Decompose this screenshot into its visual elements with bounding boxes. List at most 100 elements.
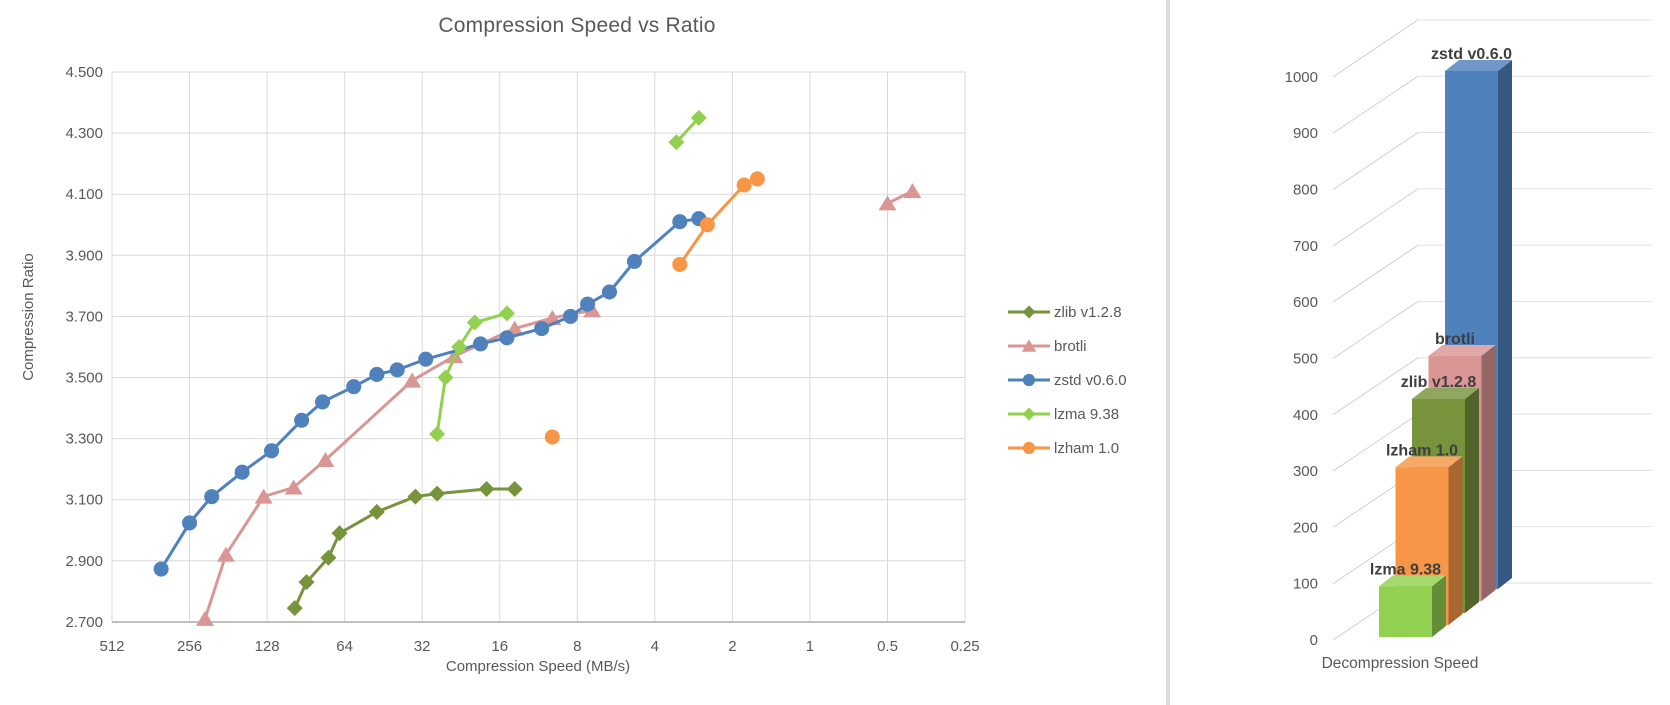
data-point-marker bbox=[878, 195, 897, 211]
bar-series-label: brotli bbox=[1435, 331, 1475, 348]
data-point-marker bbox=[254, 488, 273, 504]
compression-speed-vs-ratio-chart[interactable]: 512 256 128 64 32 16 8 4 2 1 0.5 0.25 4.500 4.300 4.10… bbox=[0, 0, 1175, 705]
data-point-marker bbox=[389, 362, 405, 378]
data-point-marker bbox=[499, 330, 515, 346]
bar-y-tick-label: 1000 bbox=[1285, 69, 1318, 86]
chart-pane-divider bbox=[1166, 0, 1170, 705]
data-point-marker bbox=[903, 183, 922, 199]
legend-marker-triangle bbox=[1021, 339, 1037, 352]
legend-label: zstd v0.6.0 bbox=[1054, 372, 1127, 389]
y-tick-labels: 4.500 4.300 4.100 3.900 3.700 3.500 3.300 3.100… bbox=[65, 64, 103, 631]
bar-side-face bbox=[1448, 456, 1463, 625]
legend-item-zlib-v1-2-8[interactable]: zlib v1.2.8 bbox=[1008, 304, 1122, 321]
legend-label: brotli bbox=[1054, 338, 1087, 355]
data-point-marker bbox=[498, 305, 515, 322]
data-point-marker bbox=[418, 351, 434, 367]
legend-label: zlib v1.2.8 bbox=[1054, 304, 1122, 321]
legend-label: lzham 1.0 bbox=[1054, 440, 1119, 457]
series-line bbox=[203, 308, 594, 621]
bar-top-face bbox=[1428, 345, 1496, 357]
bar-top-face bbox=[1395, 456, 1463, 468]
data-point-marker bbox=[216, 546, 235, 562]
x-tick-label: 32 bbox=[414, 638, 431, 655]
chart-legend: zlib v1.2.8 brotli zstd v0.6.0 lzma 9.38 lzh… bbox=[1008, 304, 1127, 457]
bar-y-tick-label: 300 bbox=[1293, 463, 1318, 480]
bar-top-face bbox=[1445, 59, 1512, 71]
bar-front-face bbox=[1379, 586, 1432, 637]
bar-y-tick-label: 900 bbox=[1293, 125, 1318, 142]
bar-series-label: lzma 9.38 bbox=[1370, 561, 1441, 578]
data-point-marker bbox=[368, 503, 385, 520]
bar-lzma-9-38: lzma 9.38 bbox=[1370, 561, 1446, 637]
x-tick-labels: 512 256 128 64 32 16 8 4 2 1 0.5 0.25 bbox=[99, 638, 979, 655]
data-point-marker bbox=[506, 481, 523, 498]
legend-marker-circle bbox=[1022, 441, 1036, 455]
bar-side-face bbox=[1481, 345, 1496, 601]
depth-gridline bbox=[1332, 132, 1419, 190]
bar-y-tick-label: 400 bbox=[1293, 407, 1318, 424]
bar-series-label: lzham 1.0 bbox=[1386, 442, 1458, 459]
data-point-marker bbox=[580, 296, 596, 312]
data-point-marker bbox=[403, 372, 422, 388]
x-tick-label: 8 bbox=[573, 638, 581, 655]
x-tick-label: 0.25 bbox=[950, 638, 979, 655]
data-point-marker bbox=[736, 177, 752, 193]
y-tick-label: 3.100 bbox=[65, 492, 103, 509]
depth-gridline bbox=[1332, 357, 1419, 416]
bar-y-tick-label: 600 bbox=[1293, 294, 1318, 311]
x-tick-label: 0.5 bbox=[877, 638, 898, 655]
data-point-marker bbox=[331, 525, 348, 542]
x-tick-label: 256 bbox=[177, 638, 202, 655]
data-point-marker bbox=[672, 256, 688, 272]
depth-gridline bbox=[1332, 75, 1419, 134]
decompression-speed-bar-chart[interactable]: 0 100 200 300 400 500 600 700 800 900 1000 zstd v0.… bbox=[1175, 0, 1670, 705]
bar-top-face bbox=[1412, 388, 1479, 400]
bar-side-face bbox=[1432, 575, 1446, 637]
bar-y-tick-label: 0 bbox=[1310, 632, 1318, 649]
data-point-marker bbox=[478, 481, 495, 498]
y-tick-label: 2.700 bbox=[65, 614, 103, 631]
series-lzma-9-38 bbox=[429, 109, 707, 443]
legend-marker-diamond bbox=[1022, 305, 1036, 319]
y-tick-label: 2.900 bbox=[65, 553, 103, 570]
x-tick-label: 4 bbox=[651, 638, 659, 655]
data-point-marker bbox=[699, 217, 715, 233]
data-point-marker bbox=[690, 109, 707, 126]
data-point-marker bbox=[601, 284, 618, 300]
data-point-marker bbox=[346, 379, 362, 395]
depth-gridline bbox=[1332, 244, 1419, 303]
legend-item-lzham-1-0[interactable]: lzham 1.0 bbox=[1008, 440, 1119, 457]
legend-item-zstd-v0-6-0[interactable]: zstd v0.6.0 bbox=[1008, 372, 1127, 389]
data-point-marker bbox=[672, 214, 688, 230]
data-point-marker bbox=[153, 561, 169, 577]
x-tick-label: 16 bbox=[491, 638, 508, 655]
bar-series-label: zstd v0.6.0 bbox=[1431, 46, 1512, 63]
data-point-marker bbox=[298, 574, 315, 591]
data-point-marker bbox=[294, 412, 310, 428]
data-point-marker bbox=[429, 426, 446, 443]
legend-marker-circle bbox=[1022, 373, 1036, 387]
legend-marker-diamond bbox=[1022, 407, 1036, 421]
data-point-marker bbox=[284, 479, 303, 495]
depth-gridline bbox=[1332, 188, 1419, 247]
data-point-marker bbox=[544, 429, 560, 445]
data-point-marker bbox=[562, 308, 579, 324]
series-brotli bbox=[196, 183, 922, 626]
data-point-marker bbox=[196, 610, 214, 626]
bar-y-tick-label: 100 bbox=[1293, 576, 1318, 593]
data-point-marker bbox=[437, 369, 454, 386]
bar-y-tick-label: 200 bbox=[1293, 519, 1318, 536]
data-point-marker bbox=[749, 171, 765, 187]
bar-chart-category-label: Decompression Speed bbox=[1321, 655, 1479, 672]
data-point-marker bbox=[407, 488, 424, 505]
x-tick-label: 1 bbox=[806, 638, 814, 655]
legend-item-lzma-9-38[interactable]: lzma 9.38 bbox=[1008, 406, 1119, 423]
bar-y-tick-label: 800 bbox=[1293, 182, 1318, 199]
legend-item-brotli[interactable]: brotli bbox=[1008, 338, 1087, 355]
y-tick-label: 4.100 bbox=[65, 186, 103, 203]
x-tick-label: 2 bbox=[728, 638, 736, 655]
bar-series-label: zlib v1.2.8 bbox=[1401, 374, 1477, 391]
x-tick-label: 128 bbox=[255, 638, 280, 655]
data-point-marker bbox=[316, 451, 335, 468]
